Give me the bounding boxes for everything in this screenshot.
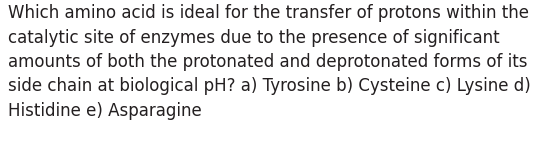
Text: Which amino acid is ideal for the transfer of protons within the
catalytic site : Which amino acid is ideal for the transf… [8, 4, 531, 120]
